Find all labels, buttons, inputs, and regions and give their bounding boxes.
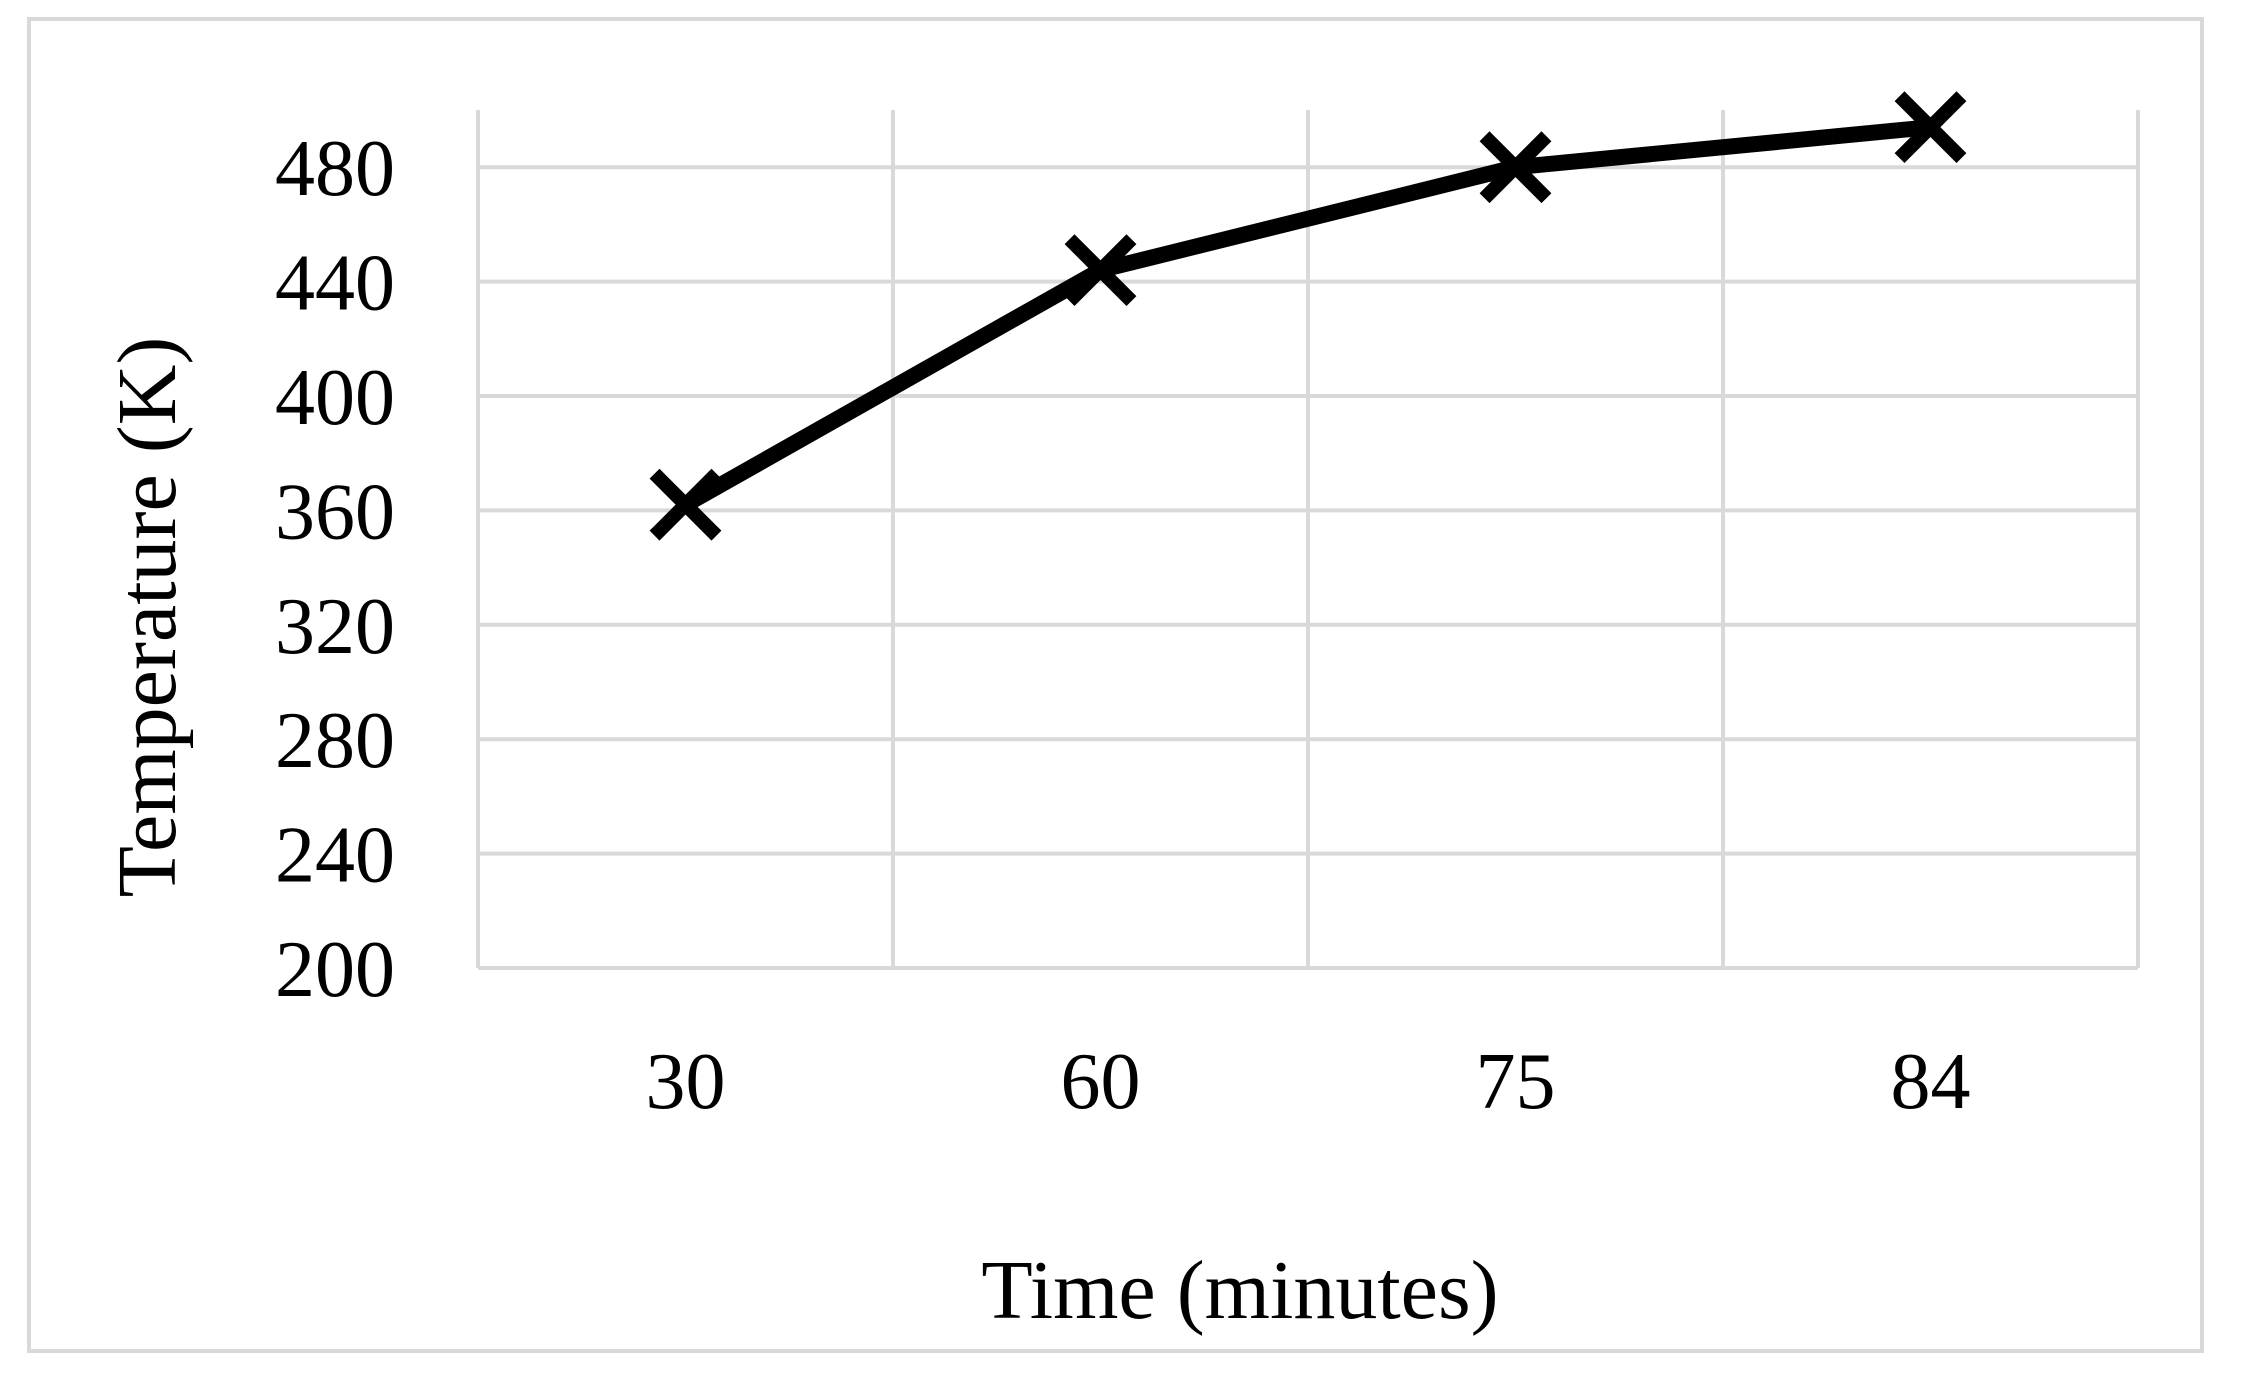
data-point-marker (1479, 131, 1552, 204)
data-point-marker (1064, 234, 1137, 307)
data-point-marker (649, 468, 722, 541)
labels-group: 200 240 280 320 360 400 440 480 30 60 75 84 (275, 125, 1971, 1126)
y-tick-label: 360 (275, 468, 395, 556)
marker-stroke (649, 468, 722, 541)
y-tick-label: 200 (275, 926, 395, 1014)
y-axis-title: Temperature (K) (101, 337, 194, 898)
series-line (677, 119, 1939, 513)
x-axis-title: Time (minutes) (981, 1244, 1498, 1337)
x-tick-label: 60 (1061, 1038, 1141, 1126)
x-tick-label: 84 (1891, 1038, 1971, 1126)
marker-stroke (1894, 91, 1967, 164)
marker-stroke (1479, 131, 1552, 204)
gridlines (476, 110, 2140, 970)
y-tick-label: 440 (275, 240, 395, 328)
data-point-marker (1894, 91, 1967, 164)
y-tick-label: 320 (275, 583, 395, 671)
marker-stroke (1064, 234, 1137, 307)
y-tick-label: 240 (275, 812, 395, 900)
x-tick-label: 75 (1476, 1038, 1556, 1126)
y-tick-label: 280 (275, 697, 395, 785)
chart-frame (27, 17, 2204, 1353)
y-tick-label: 400 (275, 354, 395, 442)
series-group (649, 91, 1967, 541)
y-tick-label: 480 (275, 125, 395, 213)
x-tick-label: 30 (646, 1038, 726, 1126)
